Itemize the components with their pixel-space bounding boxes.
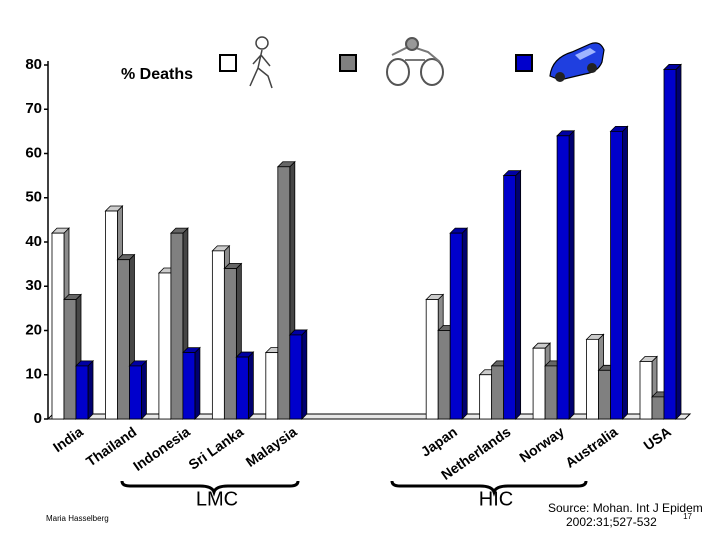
bar <box>586 338 599 420</box>
bar <box>663 69 677 420</box>
pedestrian-icon <box>249 36 273 89</box>
y-tick-label: 20 <box>25 321 42 338</box>
page-number: 17 <box>683 512 692 521</box>
bar <box>63 299 77 420</box>
bar <box>639 361 653 420</box>
bar-side <box>194 346 201 420</box>
source: Source: Mohan. Int J Epidem <box>548 501 703 515</box>
x-tick-label: Australia <box>562 423 620 471</box>
bar <box>105 210 118 420</box>
bar <box>544 365 558 420</box>
legend-swatch <box>219 54 237 72</box>
author: Maria Hasselberg <box>46 514 109 523</box>
bar <box>491 365 505 420</box>
x-tick-label: Norway <box>516 423 567 465</box>
bar <box>479 374 493 420</box>
y-tick-label: 50 <box>25 189 42 206</box>
bar <box>425 299 439 420</box>
bar-side <box>515 169 522 420</box>
car-icon <box>549 42 605 82</box>
bar <box>158 272 172 420</box>
bar <box>182 352 196 420</box>
legend-swatch <box>515 54 533 72</box>
bar <box>277 166 291 420</box>
group-label: HIC <box>479 488 513 510</box>
group-brace <box>390 480 588 497</box>
bar-side <box>301 328 308 420</box>
source: 2002:31;527-532 <box>566 515 657 529</box>
bar <box>532 347 546 420</box>
y-tick-label: 60 <box>25 144 42 161</box>
bar <box>223 268 237 420</box>
bar <box>503 175 517 420</box>
bar <box>437 330 451 420</box>
bar-side <box>675 63 682 420</box>
bar-side <box>568 129 575 420</box>
x-tick-label: Sri Lanka <box>185 423 246 472</box>
bar <box>170 232 184 420</box>
bar-side <box>247 351 254 420</box>
bar <box>129 365 142 420</box>
bar <box>51 232 65 420</box>
motorcycle-icon <box>386 37 444 86</box>
y-tick-label: 40 <box>25 233 42 250</box>
bar <box>117 259 130 420</box>
bar <box>610 130 623 420</box>
y-tick-label: 0 <box>34 410 42 427</box>
bar-side <box>141 359 147 420</box>
group-brace <box>120 480 300 497</box>
bar <box>265 352 279 420</box>
bar-side <box>622 125 628 420</box>
group-label: LMC <box>196 488 238 510</box>
x-tick-label: Malaysia <box>243 423 300 470</box>
bar <box>75 365 89 420</box>
y-tick-label: 30 <box>25 277 42 294</box>
bar <box>235 356 249 420</box>
x-tick-label: Japan <box>418 423 460 459</box>
y-tick-label: 10 <box>25 366 42 383</box>
x-tick-label: India <box>50 423 86 455</box>
bar <box>598 369 611 420</box>
bar <box>651 396 665 420</box>
x-tick-label: USA <box>640 423 673 453</box>
bar-side <box>87 359 94 420</box>
y-tick-label: 80 <box>25 56 42 73</box>
bar <box>289 334 303 420</box>
bar <box>449 232 463 420</box>
bar-side <box>461 227 468 420</box>
legend-swatch <box>339 54 357 72</box>
bar <box>556 135 570 420</box>
floor <box>46 413 692 420</box>
chart-title: % Deaths <box>121 66 193 83</box>
y-tick-label: 70 <box>25 100 42 117</box>
bar <box>211 250 225 420</box>
x-tick-label: Indonesia <box>130 423 193 474</box>
